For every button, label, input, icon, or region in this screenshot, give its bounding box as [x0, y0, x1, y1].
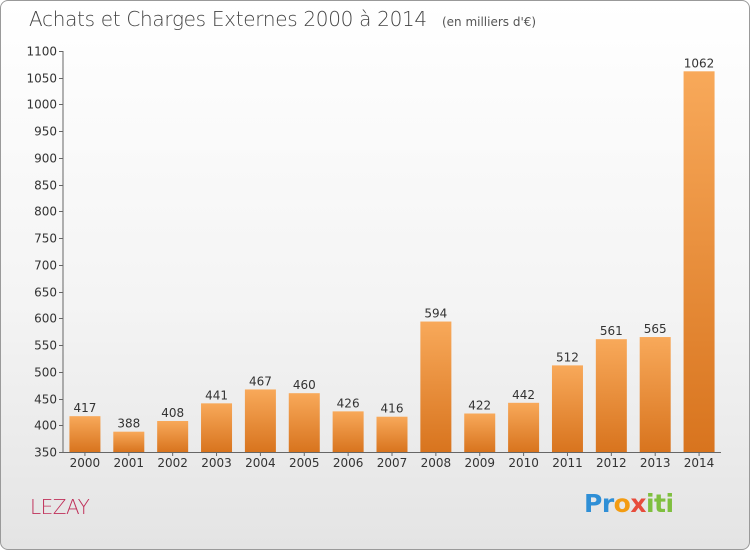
bar-2011: [551, 365, 583, 452]
bar-value-label: 460: [293, 378, 316, 392]
x-tick-label: 2007: [377, 456, 408, 470]
bar-2008: [420, 321, 452, 452]
x-tick-label: 2004: [245, 456, 276, 470]
x-tick-label: 2001: [114, 456, 145, 470]
bar-2014: [683, 71, 715, 453]
bar-2005: [288, 393, 320, 452]
bar-value-label: 442: [512, 388, 535, 402]
logo-part-3: x: [630, 489, 646, 518]
chart-subtitle: (en milliers d'€): [441, 15, 537, 29]
x-tick-label: 2002: [157, 456, 188, 470]
title-row: Achats et Charges Externes 2000 à 2014 (…: [29, 7, 536, 31]
bar-value-label: 422: [468, 399, 491, 413]
bar-2006: [332, 411, 364, 452]
y-tick-label: 400: [34, 419, 57, 433]
x-tick-label: 2005: [289, 456, 320, 470]
y-tick-label: 750: [34, 232, 57, 246]
logo-part-1: Pr: [584, 489, 614, 518]
y-tick-label: 600: [34, 312, 57, 326]
y-tick-label: 450: [34, 393, 57, 407]
bar-value-label: 416: [381, 402, 404, 416]
y-tick-label: 1000: [26, 98, 57, 112]
y-tick-label: 950: [34, 125, 57, 139]
bar-value-label: 388: [117, 417, 140, 431]
bar-2013: [639, 337, 671, 452]
chart-title: Achats et Charges Externes 2000 à 2014: [29, 7, 427, 31]
bar-value-label: 417: [73, 401, 96, 415]
bars: 417 388 408 441 467 460 426 416 594 422 442 512 561 5…: [69, 56, 715, 453]
bar-2000: [69, 416, 101, 452]
y-tick-label: 350: [34, 446, 57, 460]
bar-value-label: 467: [249, 374, 272, 388]
y-tick-label: 1100: [26, 45, 57, 59]
logo-part-2: o: [613, 489, 631, 518]
x-tick-label: 2010: [508, 456, 539, 470]
bar-value-label: 426: [337, 396, 360, 410]
y-tick-label: 900: [34, 152, 57, 166]
x-tick-label: 2006: [333, 456, 364, 470]
bar-2007: [376, 416, 408, 452]
x-tick-label: 2000: [70, 456, 101, 470]
bar-value-label: 408: [161, 406, 184, 420]
bar-value-label: 512: [556, 350, 579, 364]
bar-value-label: 441: [205, 388, 228, 402]
y-tick-label: 650: [34, 286, 57, 300]
bar-2009: [464, 413, 496, 452]
bar-2012: [595, 339, 627, 452]
bar-value-label: 565: [644, 322, 667, 336]
bar-2002: [157, 420, 189, 452]
x-tick-label: 2011: [552, 456, 583, 470]
y-tick-label: 550: [34, 339, 57, 353]
x-tick-label: 2009: [464, 456, 495, 470]
bar-value-label: 594: [424, 307, 447, 321]
y-tick-label: 700: [34, 259, 57, 273]
bar-2010: [508, 402, 540, 452]
city-label: LEZAY: [30, 495, 90, 519]
bar-2001: [113, 431, 145, 452]
x-tick-label: 2008: [421, 456, 452, 470]
bar-value-label: 561: [600, 324, 623, 338]
x-tick-label: 2014: [684, 456, 715, 470]
bar-2004: [244, 389, 276, 452]
y-axis: 350 400 450 500 550 600 650 700 750 800 850 900 950 1…: [26, 45, 64, 460]
y-tick-label: 850: [34, 179, 57, 193]
x-axis: 2000 2001 2002 2003 2004 2005 2006 2007 2008 2009…: [63, 452, 721, 470]
y-tick-label: 800: [34, 205, 57, 219]
bar-2003: [201, 403, 233, 452]
x-tick-label: 2013: [640, 456, 671, 470]
x-tick-label: 2012: [596, 456, 627, 470]
y-tick-label: 500: [34, 366, 57, 380]
logo-part-4: iti: [645, 489, 674, 518]
proxiti-logo[interactable]: Proxiti: [584, 489, 674, 518]
x-tick-label: 2003: [201, 456, 232, 470]
y-tick-label: 1050: [26, 72, 57, 86]
bar-value-label: 1062: [684, 56, 715, 70]
